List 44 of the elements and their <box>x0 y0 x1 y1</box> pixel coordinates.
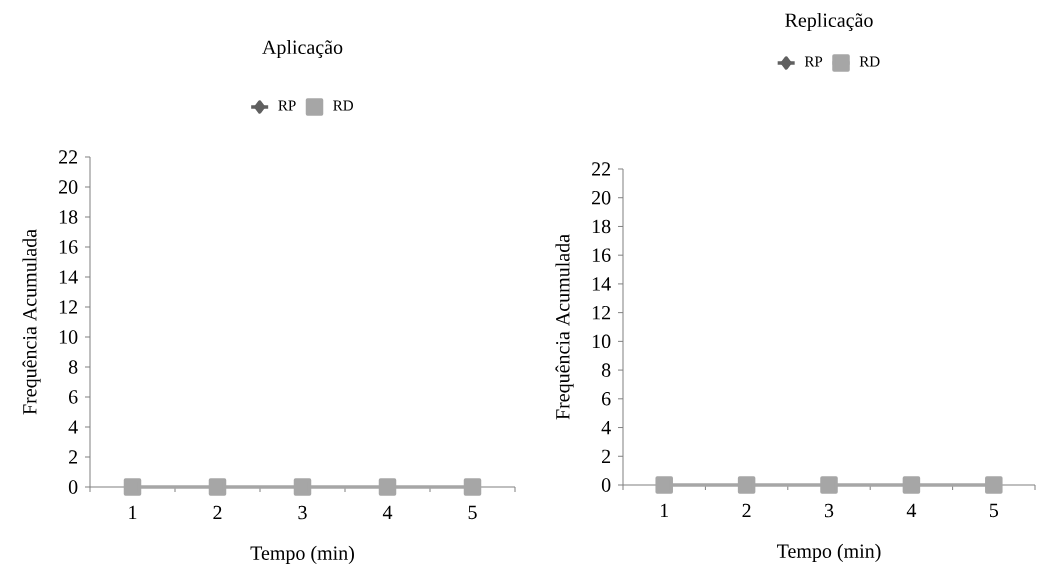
x-tick-label: 4 <box>906 503 917 518</box>
legend-label: RD <box>859 56 880 67</box>
y-axis-title: Frequência Acumulada <box>22 229 41 415</box>
y-tick-label: 14 <box>59 270 78 284</box>
y-tick-label: 2 <box>69 450 78 464</box>
y-tick-label: 2 <box>602 449 611 463</box>
y-tick-label: 4 <box>68 420 78 434</box>
y-tick-label: 8 <box>68 360 78 374</box>
legend-label: RD <box>333 100 353 111</box>
x-tick-label: 3 <box>298 505 307 520</box>
x-axis-title: Tempo (min) <box>250 545 354 564</box>
y-tick-label: 22 <box>59 150 78 164</box>
y-tick-label: 12 <box>592 306 611 320</box>
x-tick-label: 3 <box>824 503 834 518</box>
y-tick-label: 6 <box>602 392 611 406</box>
x-tick-label: 5 <box>989 503 999 518</box>
legend-label: RP <box>804 56 823 67</box>
legend-label: RP <box>278 100 296 111</box>
y-tick-label: 14 <box>592 277 611 291</box>
y-tick-label: 20 <box>592 190 611 205</box>
y-tick-label: 16 <box>59 240 78 254</box>
y-tick-label: 16 <box>592 248 611 262</box>
y-tick-label: 4 <box>601 420 611 435</box>
y-tick-label: 20 <box>59 180 78 194</box>
y-tick-label: 10 <box>59 330 78 344</box>
x-axis-title: Tempo (min) <box>777 543 881 562</box>
y-axis-title: Frequência Acumulada <box>555 234 574 420</box>
y-tick-label: 0 <box>68 480 78 494</box>
x-tick-label: 2 <box>213 505 222 520</box>
chart-title: Aplicação <box>262 39 343 59</box>
y-tick-label: 8 <box>601 363 611 377</box>
x-tick-label: 1 <box>129 505 137 520</box>
y-tick-label: 6 <box>68 390 78 404</box>
chart-title: Replicação <box>785 12 873 32</box>
y-tick-label: 18 <box>59 210 78 224</box>
y-tick-label: 10 <box>592 334 611 349</box>
y-tick-label: 22 <box>592 162 611 176</box>
y-tick-label: 0 <box>601 478 611 492</box>
x-tick-label: 2 <box>742 503 751 518</box>
y-tick-label: 12 <box>59 300 78 314</box>
x-tick-label: 5 <box>468 505 477 520</box>
y-tick-label: 18 <box>592 219 611 234</box>
x-tick-label: 4 <box>382 505 393 520</box>
x-tick-label: 1 <box>660 503 668 518</box>
